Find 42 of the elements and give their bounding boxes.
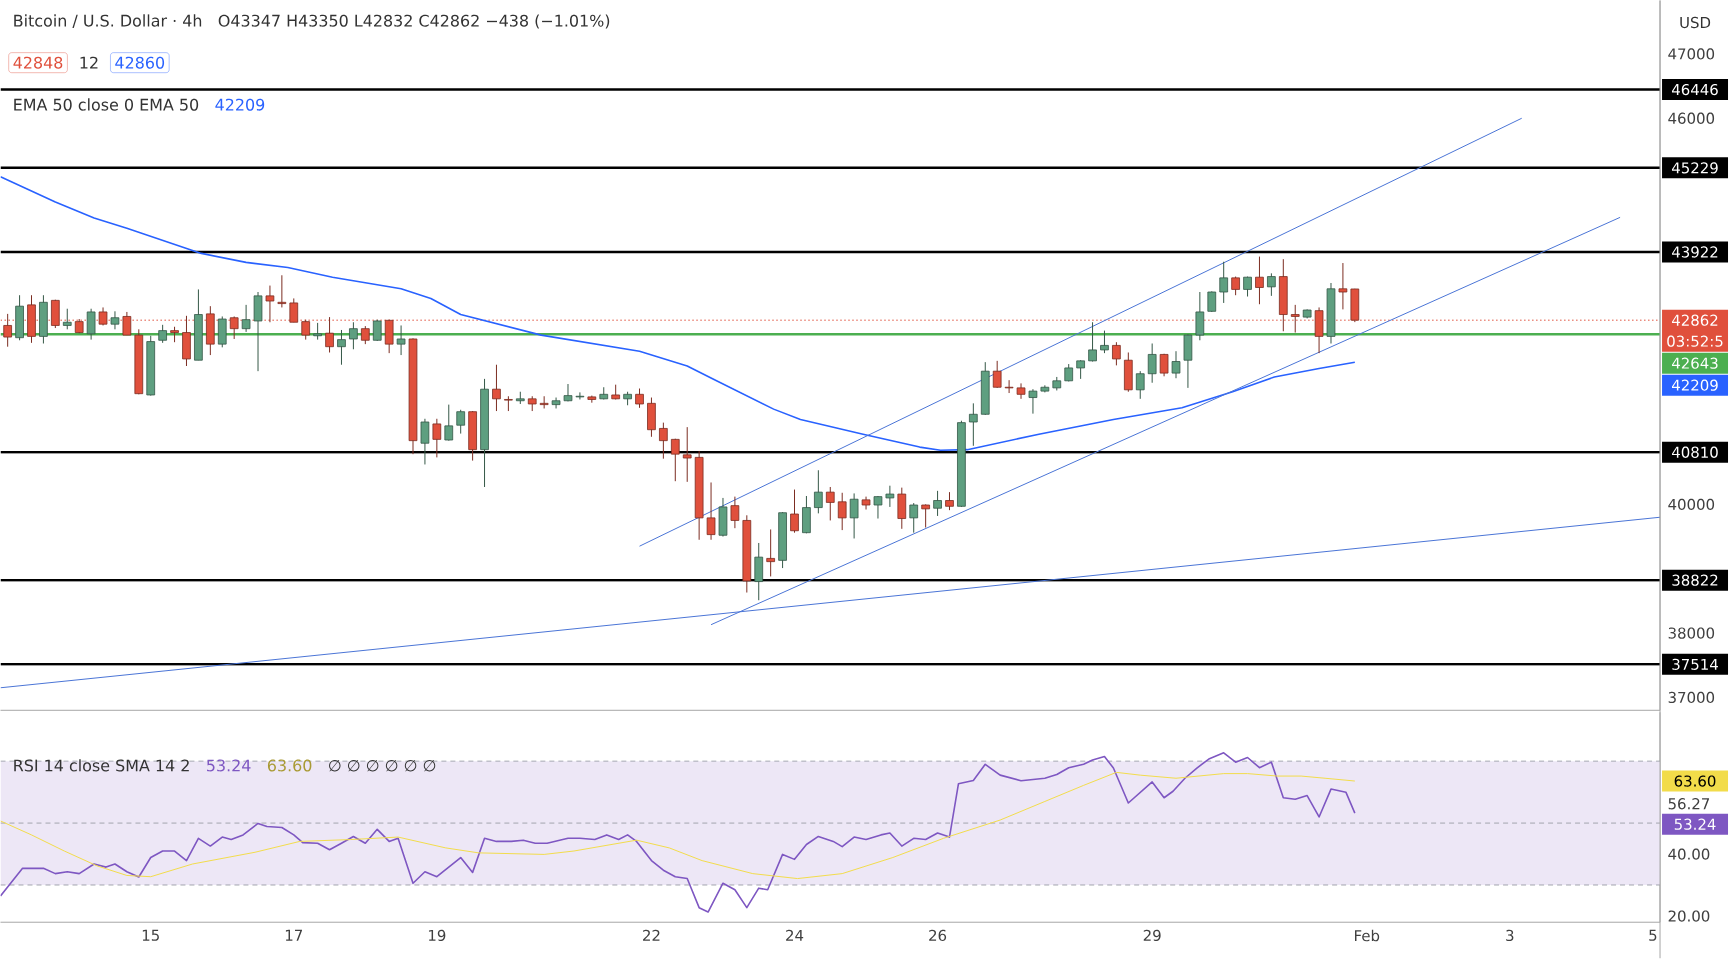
x-tick-label: 24 <box>786 929 804 941</box>
y-tick-label: 40000 <box>1668 498 1715 511</box>
y-tick-label: 56.27 <box>1668 798 1710 810</box>
ref-line-label: 42643 <box>1672 357 1718 369</box>
ref-line-label: 43922 <box>1672 246 1718 258</box>
x-tick-label: 26 <box>929 929 947 942</box>
y-axis-title: USD <box>1680 16 1711 29</box>
text: 53.24 <box>1674 818 1716 831</box>
ref-line-label: 45229 <box>1672 162 1718 174</box>
ref-line-label: 38822 <box>1672 574 1718 586</box>
ref-line-label: 46446 <box>1672 84 1718 96</box>
x-tick-label: 3 <box>1506 929 1514 942</box>
annotation: 53.24 <box>207 759 251 772</box>
x-tick-label: 22 <box>643 929 660 941</box>
annotation: 12 <box>80 56 98 69</box>
y-tick-label: 38000 <box>1668 627 1715 639</box>
annotation: 42848 <box>13 56 63 69</box>
x-tick-label: 15 <box>142 929 159 941</box>
ref-line-label: 40810 <box>1672 446 1718 459</box>
annotation: O43347 H43350 L42832 C42862 −438 (−1.01%) <box>218 14 610 29</box>
ref-line-label: 37514 <box>1672 658 1718 671</box>
text: 63.60 <box>1674 775 1716 787</box>
annotation: 63.60 <box>267 759 312 772</box>
y-tick-label: 40.00 <box>1668 848 1710 860</box>
x-tick-label: 17 <box>285 929 303 941</box>
annotation: 42209 <box>215 98 265 111</box>
y-tick-label: 37000 <box>1668 691 1715 704</box>
x-tick-label: 19 <box>428 929 446 942</box>
x-tick-label: 5 <box>1649 929 1657 941</box>
text: 42209 <box>1672 379 1718 391</box>
annotation: EMA 50 close 0 EMA 50 <box>14 98 199 111</box>
annotation: Bitcoin / U.S. Dollar · 4h <box>14 14 202 29</box>
annotation: ∅ ∅ ∅ ∅ ∅ ∅ <box>329 760 436 772</box>
y-tick-label: 20.00 <box>1668 910 1710 922</box>
y-tick-label: 47000 <box>1668 48 1715 60</box>
y-tick-label: 46000 <box>1668 112 1715 125</box>
annotation: 42860 <box>115 56 165 69</box>
ref-line-label: 42862 <box>1672 314 1718 326</box>
x-tick-label: 29 <box>1143 929 1161 942</box>
x-tick-label: Feb <box>1355 929 1380 942</box>
annotation: RSI 14 close SMA 14 2 <box>14 759 189 772</box>
text: 03:52:5 <box>1667 335 1723 347</box>
